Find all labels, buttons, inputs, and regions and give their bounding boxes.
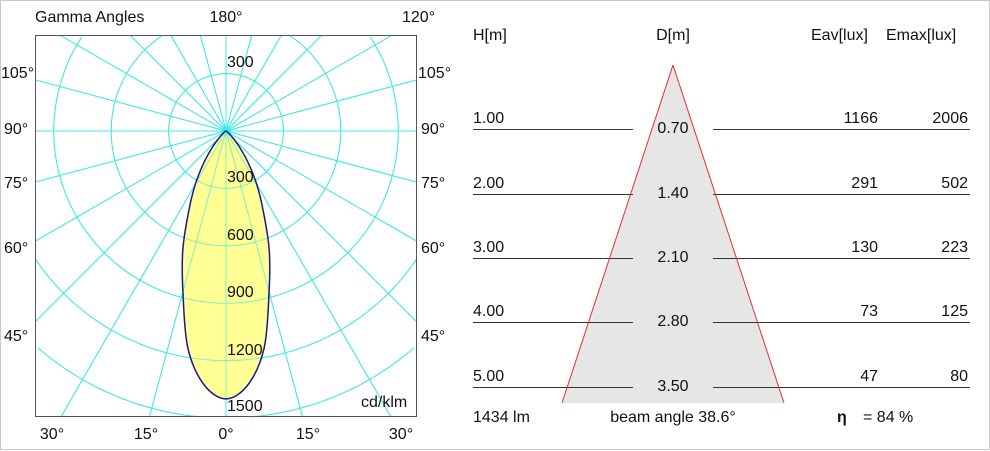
bottom-angle-15-left: 15° [133, 426, 159, 443]
row-height: 2.00 [473, 175, 505, 192]
polar-title: Gamma Angles [35, 9, 145, 26]
grid-spoke [225, 130, 418, 323]
grid-ring [53, 36, 399, 304]
row-eav: 47 [860, 368, 878, 385]
grid-spoke [34, 79, 227, 132]
right-angle-60: 60° [421, 240, 446, 257]
grid-spoke [34, 130, 227, 183]
grid-spoke [225, 130, 418, 183]
row-emax: 223 [941, 239, 968, 256]
row-height: 5.00 [473, 368, 505, 385]
grid-spoke [225, 34, 393, 132]
unit-label: cd/klm [361, 394, 408, 411]
right-angle-90: 90° [421, 121, 446, 138]
ring-label-300: 300 [227, 169, 254, 186]
row-diameter: 2.80 [657, 313, 689, 330]
grid-spoke [225, 34, 323, 132]
grid-spoke [225, 130, 418, 242]
header-h: H[m] [473, 27, 507, 44]
bottom-angle-30-right: 30° [388, 426, 414, 443]
left-angle-90: 90° [4, 121, 29, 138]
label-180: 180° [209, 9, 243, 26]
grid-ring [35, 259, 417, 362]
row-eav: 291 [851, 175, 878, 192]
row-diameter: 0.70 [657, 120, 689, 137]
cone-edge-left [561, 64, 674, 404]
row-eav: 130 [851, 239, 878, 256]
right-angle-75: 75° [421, 175, 446, 192]
grid-ring [110, 35, 342, 247]
bottom-angle-15-right: 15° [295, 426, 321, 443]
left-angle-45: 45° [4, 328, 29, 345]
grid-spoke [59, 34, 227, 132]
row-diameter: 1.40 [657, 185, 689, 202]
ring-label-1500: 1500 [227, 398, 263, 415]
cone-edge-right [672, 64, 785, 404]
grid-spoke [225, 34, 253, 132]
left-angle-105: 105° [1, 65, 35, 82]
intensity-curve [181, 130, 271, 400]
grid-spoke [129, 34, 227, 132]
grid-ring [37, 347, 415, 418]
grid-spoke [148, 130, 227, 418]
label-120: 120° [402, 9, 436, 26]
ring-label-1200: 1200 [227, 342, 263, 359]
header-eav: Eav[lux] [811, 27, 868, 44]
ring-label-600: 600 [227, 227, 254, 244]
cone-fill [562, 65, 784, 403]
row-emax: 502 [941, 175, 968, 192]
row-height: 4.00 [473, 303, 505, 320]
left-angle-60: 60° [4, 240, 29, 257]
header-d: D[m] [656, 27, 690, 44]
beam-angle-label: beam angle 38.6° [610, 409, 736, 426]
grid-spoke [225, 130, 304, 418]
row-emax: 80 [950, 368, 968, 385]
row-height: 3.00 [473, 239, 505, 256]
polar-grid-overlay [34, 34, 418, 418]
grid-spoke [170, 34, 227, 132]
flux-label: 1434 lm [473, 409, 530, 426]
header-emax: Emax[lux] [886, 27, 957, 44]
row-eav: 1166 [843, 110, 878, 127]
eta-symbol: η [837, 409, 847, 426]
row-eav: 73 [860, 303, 878, 320]
grid-spoke [34, 130, 227, 323]
ring-label-900: 900 [227, 284, 254, 301]
polar-frame [35, 35, 417, 417]
right-angle-45: 45° [421, 328, 446, 345]
grid-spoke [60, 130, 227, 418]
grid-spoke [225, 79, 418, 132]
grid-spoke [199, 34, 227, 132]
row-emax: 2006 [932, 110, 968, 127]
grid-spoke [225, 34, 282, 132]
efficiency-label: = 84 % [863, 409, 914, 426]
right-angle-105: 105° [418, 65, 452, 82]
row-diameter: 3.50 [657, 378, 689, 395]
bottom-angle-0: 0° [218, 426, 234, 443]
grid-spoke [225, 130, 392, 418]
upper-ring-label: 300 [227, 54, 254, 71]
row-emax: 125 [941, 303, 968, 320]
row-height: 1.00 [473, 110, 505, 127]
grid-spoke [34, 130, 227, 242]
left-angle-75: 75° [4, 175, 29, 192]
bottom-angle-30-left: 30° [39, 426, 65, 443]
row-diameter: 2.10 [657, 249, 689, 266]
